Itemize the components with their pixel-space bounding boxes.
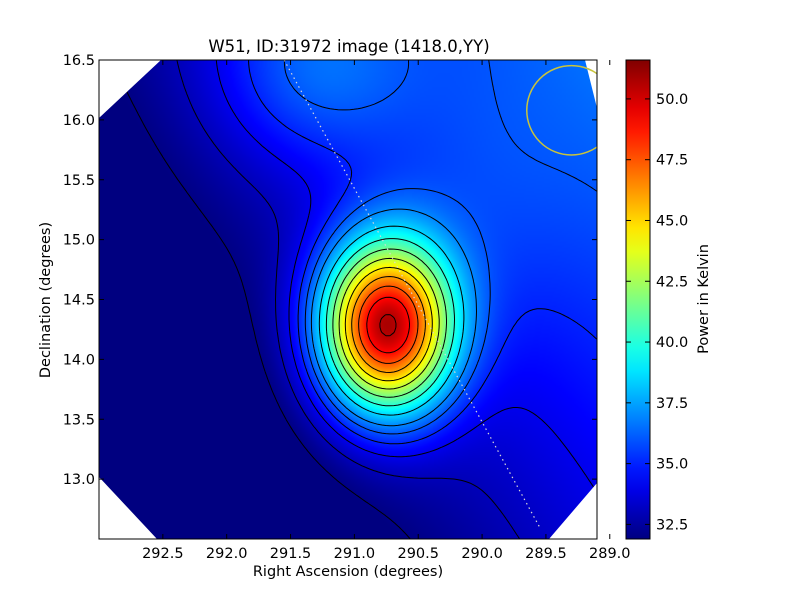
y-axis: 13.0 13.5 14.0 14.5 15.0 15.5 16.0 16.5 bbox=[63, 53, 597, 488]
x-axis-label: Right Ascension (degrees) bbox=[253, 564, 443, 580]
contour-line bbox=[325, 238, 455, 407]
y-tick-label: 16.0 bbox=[63, 113, 95, 129]
colorbar-label: Power in Kelvin bbox=[696, 244, 712, 354]
contour-line bbox=[358, 285, 419, 364]
x-axis: 292.5 292.0 291.5 291.0 290.5 290.0 289.5 289.0 bbox=[142, 60, 631, 562]
x-tick-label: 290.5 bbox=[397, 546, 439, 562]
colorbar-tick-label: 35.0 bbox=[656, 457, 688, 473]
y-axis-label: Declination (degrees) bbox=[38, 222, 54, 378]
contour-line bbox=[310, 208, 477, 427]
y-tick-label: 13.0 bbox=[63, 472, 95, 488]
x-tick-label: 292.0 bbox=[206, 546, 248, 562]
y-tick-label: 13.5 bbox=[63, 412, 95, 428]
contour-line bbox=[338, 257, 440, 390]
blank-corner bbox=[549, 483, 597, 539]
contour-line bbox=[379, 314, 397, 337]
x-tick-label: 292.5 bbox=[142, 546, 184, 562]
colorbar: 32.5 35.0 37.5 40.0 42.5 45.0 47.5 50.0 Power i… bbox=[625, 59, 712, 540]
contour-line bbox=[351, 276, 426, 373]
x-tick-label: 291.5 bbox=[270, 546, 312, 562]
y-tick-label: 15.0 bbox=[63, 233, 95, 249]
beam-circle bbox=[526, 64, 597, 156]
heatmap-image bbox=[99, 60, 597, 539]
colorbar-ticks: 32.5 35.0 37.5 40.0 42.5 45.0 47.5 50.0 bbox=[626, 92, 688, 533]
colorbar-tick-label: 32.5 bbox=[656, 517, 688, 533]
colorbar-tick-label: 40.0 bbox=[656, 335, 688, 351]
y-tick-label: 14.0 bbox=[63, 352, 95, 368]
contour-line bbox=[332, 248, 447, 398]
y-tick-label: 15.5 bbox=[63, 173, 95, 189]
x-tick-label: 289.0 bbox=[589, 546, 631, 562]
contour-line bbox=[215, 60, 597, 493]
contour-line bbox=[318, 225, 465, 416]
colorbar-tick-label: 50.0 bbox=[656, 92, 688, 108]
blank-corner bbox=[99, 477, 157, 539]
colorbar-tick-label: 37.5 bbox=[656, 396, 688, 412]
colorbar-tick-label: 47.5 bbox=[656, 153, 688, 169]
x-tick-label: 289.5 bbox=[525, 546, 567, 562]
colorbar-gradient bbox=[625, 59, 651, 540]
colorbar-tick-label: 45.0 bbox=[656, 213, 688, 229]
y-tick-label: 16.5 bbox=[63, 53, 95, 69]
x-tick-label: 290.0 bbox=[461, 546, 503, 562]
chart-title: W51, ID:31972 image (1418.0,YY) bbox=[208, 37, 489, 56]
blank-corners bbox=[99, 60, 597, 539]
y-tick-label: 14.5 bbox=[63, 293, 95, 309]
contour-line bbox=[366, 296, 410, 354]
scan-line bbox=[283, 60, 541, 528]
colorbar-tick-label: 42.5 bbox=[656, 274, 688, 290]
contour-line bbox=[344, 266, 433, 382]
contour-line bbox=[283, 60, 597, 435]
contour-lines bbox=[110, 60, 597, 539]
x-tick-label: 291.0 bbox=[334, 546, 376, 562]
contour-line bbox=[248, 60, 597, 445]
contour-line bbox=[176, 60, 521, 539]
plot-area: 292.5 292.0 291.5 291.0 290.5 290.0 289.5 289.0… bbox=[63, 53, 631, 562]
blank-corner bbox=[99, 60, 161, 118]
